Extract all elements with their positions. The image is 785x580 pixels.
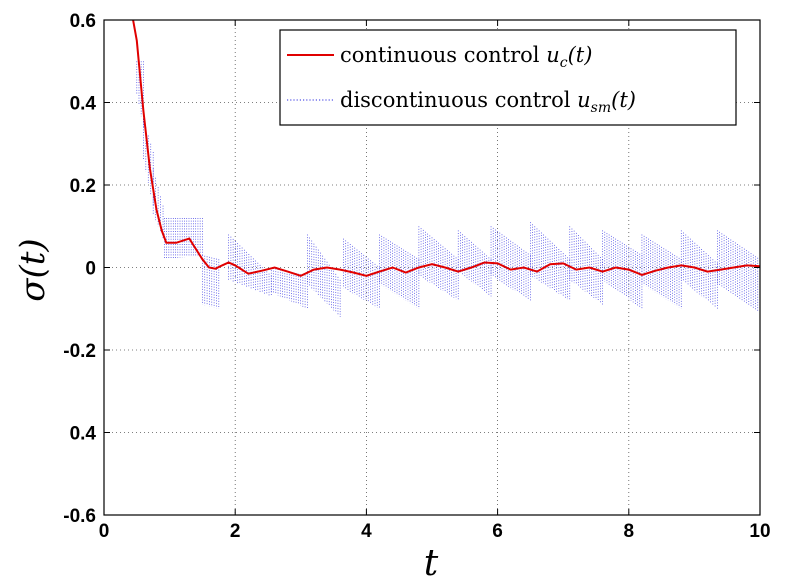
x-tick-label: 10 [749,521,770,542]
chatter-segment [270,267,308,309]
x-tick-label: 2 [230,521,241,542]
x-axis-label: t [424,543,439,580]
ticks: 0 2 4 6 8 10 0.6 0.4 0.2 0 -0.2 0.4 -0.6 [63,11,770,542]
chatter-segment [602,230,643,309]
y-tick-label: 0.4 [70,94,97,115]
x-tick-label: 4 [361,521,372,542]
legend-entry-discontinuous-label: discontinuous control [340,88,577,112]
chatter-segment [490,226,531,301]
legend-box [279,29,737,126]
chatter-segment [569,226,603,305]
x-tick-label: 0 [99,521,110,542]
y-tick-label: 0.2 [70,176,96,197]
legend-entry-continuous-symbol: u [546,43,560,67]
legend: continuous control uc(t) discontinuous c… [279,29,737,126]
legend-entry-continuous-subscript: c [560,55,568,71]
series-continuous-line [132,20,760,277]
chatter-segment [379,234,420,309]
chatter-segment [343,238,380,309]
chatter-segment [307,234,341,317]
y-tick-label: 0.6 [70,11,96,32]
y-axis-label: σ(t) [13,238,53,301]
y-tick-label: 0.4 [70,424,97,445]
y-tick-label: -0.6 [63,506,96,527]
x-tick-label: 6 [492,521,503,542]
y-tick-label: 0 [85,259,96,280]
chatter-segment [418,226,459,301]
chatter-segment [680,230,718,309]
plot-series [132,20,760,317]
legend-entry-continuous-label: continuous control [340,43,546,67]
legend-entry-discontinuous-arg: (t) [611,88,636,112]
legend-entry-discontinuous-subscript: sm [591,100,611,116]
x-tick-label: 8 [624,521,635,542]
legend-entry-continuous: continuous control uc(t) [340,43,592,71]
y-tick-label: -0.2 [63,341,96,362]
series-discontinuous [136,61,760,317]
legend-entry-continuous-arg: (t) [568,43,593,67]
chatter-segment [530,222,571,301]
legend-entry-discontinuous: discontinuous control usm(t) [340,88,636,116]
chatter-segment [164,218,203,260]
legend-entry-discontinuous-symbol: u [577,88,591,112]
chatter-segment [717,230,760,313]
